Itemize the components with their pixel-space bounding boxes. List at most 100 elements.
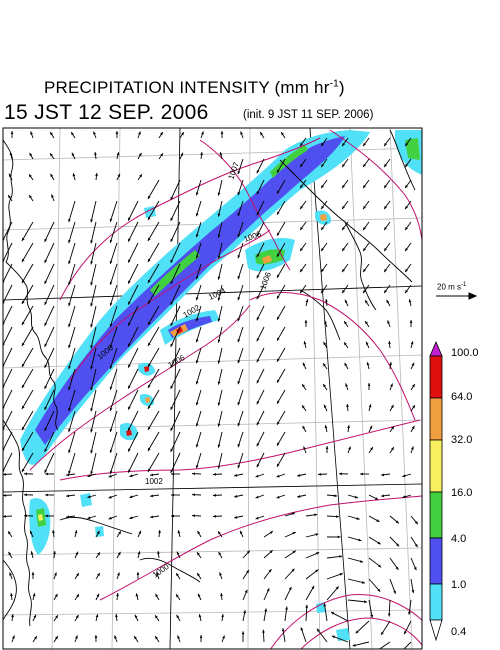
wind-vector-head xyxy=(8,195,11,199)
wind-vector-head xyxy=(170,427,174,431)
wind-vector-head xyxy=(370,614,374,618)
wind-vector-head xyxy=(339,573,343,576)
wind-vector-head xyxy=(213,472,216,476)
wind-vector xyxy=(127,368,139,389)
wind-vector-head xyxy=(87,495,91,499)
wind-vector xyxy=(331,635,349,643)
wind-vector xyxy=(68,242,76,265)
wind-vector-head xyxy=(217,423,221,427)
wind-vector-head xyxy=(3,515,6,518)
wind-vector-head xyxy=(378,564,382,568)
wind-vector-head xyxy=(29,195,32,199)
wind-vector xyxy=(90,221,97,244)
wind-vector-head xyxy=(217,360,221,364)
wind-vector-head xyxy=(181,132,184,136)
wind-vector-head xyxy=(237,339,241,343)
wind-vector-head xyxy=(365,321,368,325)
wind-vector-head xyxy=(213,493,216,497)
wind-vector-head xyxy=(176,594,179,598)
wind-vector-head xyxy=(21,405,25,409)
wind-vector xyxy=(127,452,139,473)
wind-vector-head xyxy=(8,551,12,556)
wind-vector-head xyxy=(21,426,25,430)
wind-vector xyxy=(347,599,368,603)
wind-vector xyxy=(109,242,118,265)
wind-vector-head xyxy=(408,611,411,615)
wind-vector-head xyxy=(334,494,338,498)
wind-vector-head xyxy=(147,258,151,262)
wind-vector-head xyxy=(305,299,309,303)
wind-vector-head xyxy=(95,173,98,177)
wind-vector xyxy=(109,200,118,223)
wind-vector-head xyxy=(321,184,324,189)
wind-vector-head xyxy=(128,238,131,242)
wind-vector-head xyxy=(21,384,25,388)
wind-vector xyxy=(127,347,139,368)
wind-vector-head xyxy=(300,247,303,252)
wind-vector-head xyxy=(297,474,301,477)
wind-vector xyxy=(44,389,55,411)
wind-vector-head xyxy=(117,173,120,177)
wind-vector-head xyxy=(136,572,140,575)
map-frame xyxy=(2,127,423,650)
wind-vector-head xyxy=(128,301,131,305)
wind-vector-head xyxy=(354,495,358,499)
wind-vector-head xyxy=(324,425,328,429)
wind-vector-head xyxy=(384,163,387,168)
wind-vector-head xyxy=(237,213,241,217)
wind-vector-head xyxy=(137,551,141,555)
wind-vector-head xyxy=(366,362,370,366)
wind-vector-head xyxy=(384,142,387,147)
wind-vector-head xyxy=(377,588,381,592)
wind-vector-head xyxy=(68,470,71,475)
wind-vector-head xyxy=(147,237,151,241)
wind-vector-head xyxy=(198,593,201,597)
wind-vector-head xyxy=(170,196,174,200)
colorbar xyxy=(429,340,443,642)
wind-vector-head xyxy=(75,551,78,555)
wind-vector-head xyxy=(118,531,121,535)
wind-vector xyxy=(90,389,97,412)
wind-vector-head xyxy=(45,514,48,518)
wind-vector-head xyxy=(302,425,306,430)
wind-vector xyxy=(44,368,55,390)
wind-vector-head xyxy=(344,321,347,325)
wind-vector xyxy=(147,242,160,263)
wind-vector-head xyxy=(66,515,70,519)
wind-vector-head xyxy=(177,635,180,639)
wind-vectors xyxy=(3,130,419,649)
wind-vector-head xyxy=(384,205,387,210)
wind-vector-head xyxy=(393,590,396,594)
wind-vector xyxy=(90,410,97,433)
wind-vector-head xyxy=(237,318,241,322)
wind-vector-head xyxy=(192,493,195,497)
wind-vector xyxy=(330,611,349,622)
wind-vector-head xyxy=(44,364,48,368)
colorbar-label: 100.0 xyxy=(451,347,479,359)
wind-vector-head xyxy=(90,366,93,370)
wind-vector-head xyxy=(323,384,326,388)
wind-vector-head xyxy=(363,142,366,147)
wind-vector-head xyxy=(21,300,25,304)
wind-vector xyxy=(44,221,55,243)
wind-vector-head xyxy=(147,468,151,472)
wind-vector-head xyxy=(53,551,56,555)
wind-vector-head xyxy=(155,615,158,619)
wind-vector-head xyxy=(31,572,35,575)
wind-vector-head xyxy=(109,449,113,453)
wind-vector-head xyxy=(44,259,48,263)
wind-vector-head xyxy=(66,494,70,498)
wind-vector-head xyxy=(147,195,151,199)
wind-vector-head xyxy=(200,152,203,156)
wind-vector-head xyxy=(387,320,390,324)
wind-vector-head xyxy=(45,493,48,497)
wind-vector-head xyxy=(44,406,48,410)
wind-vector xyxy=(170,347,181,369)
wind-vector-head xyxy=(21,342,25,346)
wind-vector xyxy=(127,284,139,305)
wind-vector-head xyxy=(217,339,221,343)
wind-vector xyxy=(109,389,118,412)
wind-vector-head xyxy=(315,533,319,536)
wind-vector xyxy=(147,326,160,347)
wind-vector-head xyxy=(147,363,151,367)
